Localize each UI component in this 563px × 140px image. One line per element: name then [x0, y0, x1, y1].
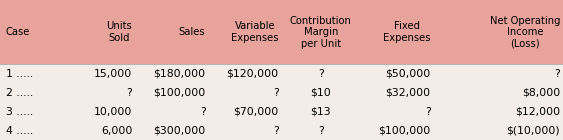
Text: 10,000: 10,000 [94, 107, 132, 117]
Text: ?: ? [318, 126, 324, 136]
Text: 2 .....: 2 ..... [6, 88, 33, 98]
Text: Case: Case [6, 27, 30, 37]
Text: $12,000: $12,000 [515, 107, 560, 117]
Text: $180,000: $180,000 [153, 69, 205, 79]
Text: ?: ? [555, 69, 560, 79]
Text: Sales: Sales [179, 27, 205, 37]
Text: $50,000: $50,000 [386, 69, 431, 79]
FancyBboxPatch shape [0, 64, 563, 140]
Text: 15,000: 15,000 [94, 69, 132, 79]
Text: 3 .....: 3 ..... [6, 107, 33, 117]
Text: ?: ? [273, 88, 279, 98]
Text: $120,000: $120,000 [226, 69, 279, 79]
Text: $(10,000): $(10,000) [507, 126, 560, 136]
FancyBboxPatch shape [0, 0, 563, 64]
Text: $10: $10 [311, 88, 331, 98]
Text: ?: ? [273, 126, 279, 136]
Text: ?: ? [200, 107, 205, 117]
Text: 6,000: 6,000 [101, 126, 132, 136]
Text: $100,000: $100,000 [153, 88, 205, 98]
Text: Contribution
Margin
per Unit: Contribution Margin per Unit [290, 16, 352, 49]
Text: 4 .....: 4 ..... [6, 126, 33, 136]
Text: ?: ? [425, 107, 431, 117]
Text: 1 .....: 1 ..... [6, 69, 33, 79]
Text: ?: ? [318, 69, 324, 79]
Text: ?: ? [127, 88, 132, 98]
Text: $70,000: $70,000 [234, 107, 279, 117]
Text: $300,000: $300,000 [153, 126, 205, 136]
Text: $13: $13 [311, 107, 331, 117]
Text: $100,000: $100,000 [378, 126, 431, 136]
Text: Net Operating
Income
(Loss): Net Operating Income (Loss) [490, 16, 560, 49]
Text: Fixed
Expenses: Fixed Expenses [383, 21, 431, 43]
Text: Variable
Expenses: Variable Expenses [231, 21, 279, 43]
Text: $32,000: $32,000 [386, 88, 431, 98]
Text: Units
Sold: Units Sold [106, 21, 132, 43]
Text: $8,000: $8,000 [522, 88, 560, 98]
